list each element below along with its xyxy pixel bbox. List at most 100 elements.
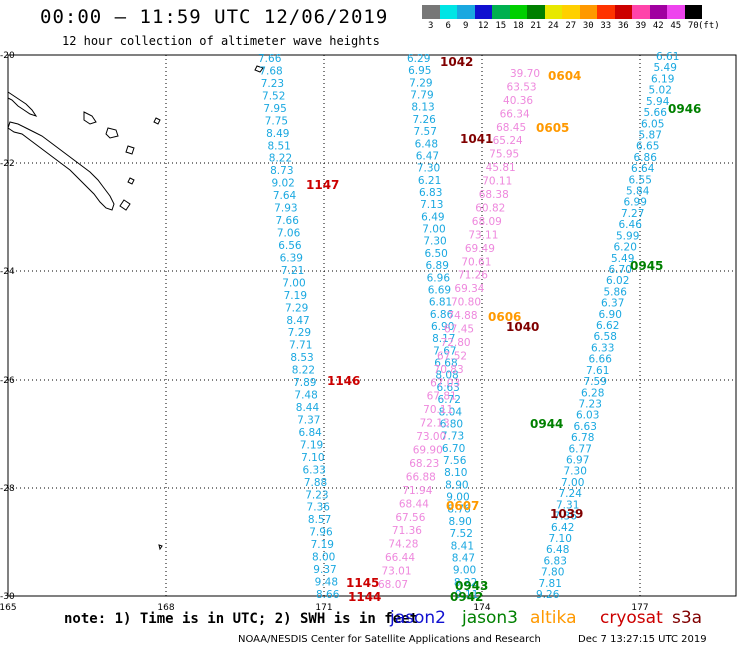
- wave-height-value: 7.59: [584, 376, 607, 388]
- wave-height-value: 7.06: [277, 228, 301, 240]
- color-scale-label: 36: [617, 21, 629, 31]
- wave-height-value: 72.80: [441, 337, 471, 349]
- wave-height-value: 6.83: [544, 555, 567, 567]
- wave-height-value: 7.66: [258, 53, 282, 65]
- wave-height-value: 7.73: [441, 431, 464, 443]
- wave-height-value: 8.53: [290, 352, 313, 364]
- wave-height-value: 7.37: [297, 414, 320, 426]
- wave-height-value: 6.63: [436, 382, 459, 394]
- color-scale-label: 3: [428, 21, 434, 31]
- wave-height-value: 6.37: [601, 298, 624, 310]
- wave-height-value: 60.82: [475, 202, 505, 214]
- wave-height-value: 5.99: [616, 230, 639, 242]
- wave-height-value: 6.50: [424, 248, 447, 260]
- color-scale-label: 21: [530, 21, 542, 31]
- wave-height-value: 7.23: [261, 78, 284, 90]
- wave-height-value: 7.66: [276, 215, 300, 227]
- wave-height-value: 6.02: [606, 275, 629, 287]
- wave-height-value: 7.30: [564, 466, 587, 478]
- wave-height-value: 8.22: [269, 153, 292, 165]
- wave-height-value: 67.52: [437, 350, 467, 362]
- lon-tick-label: 171: [315, 603, 332, 613]
- color-scale-cell: [457, 5, 475, 19]
- pass-time-label: 0945: [630, 259, 663, 273]
- wave-height-value: 6.21: [418, 175, 441, 187]
- wave-height-value: 40.36: [503, 95, 533, 107]
- wave-height-value: 9.00: [453, 565, 476, 577]
- wave-height-value: 8.17: [432, 333, 455, 345]
- wave-height-value: 6.48: [415, 138, 438, 150]
- pass-time-label: 0944: [530, 417, 563, 431]
- coastline-loyalty-3: [125, 145, 135, 155]
- color-scale-label: 18: [512, 21, 524, 31]
- wave-height-value: 7.30: [417, 163, 440, 175]
- wave-height-value: 5.94: [646, 96, 670, 108]
- pass-time-label: 0943: [455, 579, 488, 593]
- wave-height-value: 6.70: [442, 443, 465, 455]
- wave-height-value: 6.84: [298, 427, 322, 439]
- wave-height-value: 68.09: [472, 216, 502, 228]
- wave-height-value: 6.89: [426, 260, 449, 272]
- pass-time-label: 1040: [506, 320, 539, 334]
- color-scale-cell: [684, 5, 702, 19]
- pass-time-label: 0946: [668, 102, 701, 116]
- color-scale-label: 45: [670, 21, 682, 31]
- color-scale-cell: [649, 5, 667, 19]
- wave-height-value: 8.49: [266, 128, 289, 140]
- legend-jason2: jason2: [390, 608, 446, 628]
- map-title: 00:00 – 11:59 UTC 12/06/2019: [40, 6, 389, 28]
- wave-height-value: 9.26: [536, 589, 560, 601]
- lat-tick-label: -30: [0, 592, 15, 602]
- color-scale-label: 24: [547, 21, 559, 31]
- wave-height-value: 66.34: [500, 108, 530, 120]
- wave-height-value: 74.28: [388, 539, 418, 551]
- wave-height-value: 72.13: [420, 418, 450, 430]
- pass-time-label: 1144: [348, 590, 381, 604]
- wave-height-value: 7.96: [309, 527, 333, 539]
- color-scale-label: 33: [600, 21, 612, 31]
- coastline-north: [7, 91, 38, 117]
- legend-cryosat: cryosat: [600, 608, 663, 628]
- wave-height-value: 67.03: [430, 377, 460, 389]
- wave-height-value: 6.83: [419, 187, 442, 199]
- wave-height-value: 8.47: [452, 552, 475, 564]
- lat-tick-label: -24: [0, 267, 15, 277]
- wave-height-value: 8.04: [439, 406, 463, 418]
- pass-time-label: 1147: [306, 178, 339, 192]
- lat-tick-label: -28: [0, 484, 15, 494]
- wave-height-value: 7.10: [549, 533, 572, 545]
- wave-height-value: 67.81: [427, 391, 457, 403]
- color-scale-label: 12: [477, 21, 489, 31]
- wave-height-value: 8.90: [445, 479, 468, 491]
- coastline-islet-1: [153, 117, 161, 125]
- wave-height-value: 8.00: [312, 552, 335, 564]
- wave-height-value: 7.68: [259, 65, 282, 77]
- wave-height-value: 71.94: [402, 485, 432, 497]
- wave-height-value: 7.31: [556, 499, 579, 511]
- wave-height-value: 6.96: [427, 272, 451, 284]
- wave-height-value: 8.41: [451, 540, 474, 552]
- wave-height-value: 5.84: [626, 186, 650, 198]
- lon-tick-label: 165: [0, 603, 17, 613]
- color-scale-cell: [597, 5, 615, 19]
- wave-height-value: 68.45: [496, 122, 526, 134]
- wave-height-value: 75.95: [489, 149, 519, 161]
- pass-time-label: 0942: [450, 590, 483, 604]
- legend-s3a: s3a: [672, 608, 703, 628]
- wave-height-value: 7.26: [412, 114, 436, 126]
- wave-height-value: 5.86: [604, 286, 628, 298]
- wave-height-value: 8.73: [270, 165, 293, 177]
- wave-height-value: 39.70: [510, 68, 540, 80]
- wave-height-value: 6.19: [651, 73, 674, 85]
- wave-height-value: 7.79: [410, 90, 433, 102]
- lat-tick-label: -26: [0, 376, 15, 386]
- color-scale-cell: [422, 5, 440, 19]
- wave-height-value: 7.36: [554, 511, 578, 523]
- wave-height-value: 7.27: [621, 208, 644, 220]
- wave-height-value: 8.44: [296, 402, 320, 414]
- pass-time-label: 0607: [446, 499, 479, 513]
- wave-height-value: 69.90: [413, 445, 443, 457]
